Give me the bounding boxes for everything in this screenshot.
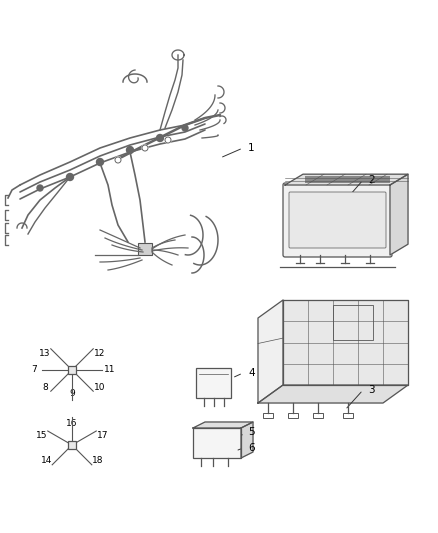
Bar [193, 428, 241, 458]
Text: 8: 8 [42, 383, 48, 392]
Circle shape [165, 137, 171, 143]
Circle shape [142, 145, 148, 151]
Circle shape [37, 185, 43, 191]
FancyBboxPatch shape [289, 192, 386, 248]
Polygon shape [283, 300, 408, 385]
Polygon shape [390, 174, 408, 255]
Bar [305, 176, 390, 183]
Bar [263, 413, 273, 418]
Text: 17: 17 [96, 431, 108, 440]
Bar [68, 366, 76, 374]
Circle shape [182, 125, 188, 131]
Circle shape [67, 174, 74, 181]
Circle shape [96, 158, 103, 166]
Text: 10: 10 [93, 383, 105, 392]
Bar [313, 413, 323, 418]
Polygon shape [285, 174, 408, 185]
Bar [343, 413, 353, 418]
Bar [68, 441, 76, 449]
FancyBboxPatch shape [283, 183, 392, 257]
Circle shape [115, 157, 121, 163]
Text: 16: 16 [66, 418, 78, 427]
Text: 14: 14 [40, 456, 52, 465]
Text: 15: 15 [36, 431, 47, 440]
Text: 5: 5 [248, 427, 254, 437]
Circle shape [127, 147, 134, 154]
Polygon shape [258, 300, 283, 403]
Polygon shape [241, 422, 253, 458]
Text: 9: 9 [69, 390, 75, 399]
Bar [288, 413, 298, 418]
Text: 12: 12 [94, 349, 105, 358]
Text: 1: 1 [248, 143, 254, 153]
Bar [196, 368, 231, 398]
Text: 4: 4 [248, 368, 254, 378]
Text: 6: 6 [248, 443, 254, 453]
Text: 7: 7 [31, 366, 37, 375]
Text: 3: 3 [368, 385, 374, 395]
Text: 18: 18 [92, 456, 103, 465]
Polygon shape [193, 422, 253, 428]
Text: 2: 2 [368, 175, 374, 185]
Bar [138, 243, 152, 255]
Bar [333, 305, 373, 340]
Polygon shape [258, 385, 408, 403]
Text: 13: 13 [39, 349, 50, 358]
Text: 11: 11 [104, 366, 116, 375]
Circle shape [156, 134, 163, 141]
